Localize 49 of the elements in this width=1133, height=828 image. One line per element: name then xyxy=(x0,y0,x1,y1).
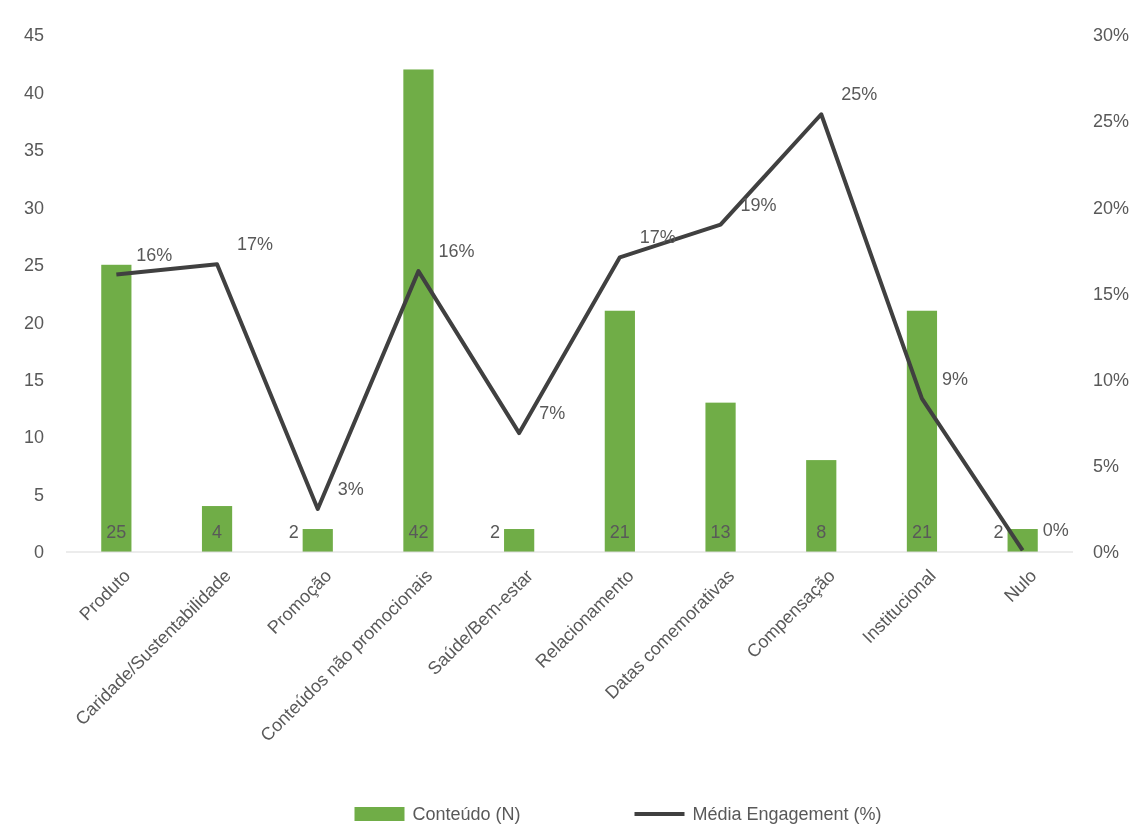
y2-tick-label: 10% xyxy=(1093,369,1130,390)
bar xyxy=(101,264,132,552)
data-label: 19% xyxy=(740,194,777,215)
bar xyxy=(403,69,434,552)
y2-tick-label: 20% xyxy=(1093,197,1130,218)
y2-tick-label: 30% xyxy=(1093,25,1130,46)
y-tick-label: 20 xyxy=(23,312,44,333)
data-label: 9% xyxy=(941,368,968,389)
data-label: 3% xyxy=(337,478,364,499)
y-tick-label: 0 xyxy=(33,542,44,563)
data-label: 42 xyxy=(408,522,429,542)
bar xyxy=(806,460,837,552)
bar xyxy=(906,310,938,552)
data-label: 16% xyxy=(136,244,173,265)
data-label: 17% xyxy=(237,234,274,255)
bar xyxy=(705,402,736,552)
data-label: 2 xyxy=(490,522,501,542)
x-tick-label: Nulo xyxy=(1000,565,1041,606)
data-label: 7% xyxy=(539,403,566,424)
data-label: 2 xyxy=(993,522,1004,542)
legend-label: Conteúdo (N) xyxy=(412,804,521,825)
data-label: 25 xyxy=(106,522,127,542)
legend-label: Média Engagement (%) xyxy=(692,804,882,825)
y-tick-label: 40 xyxy=(23,82,44,103)
data-label: 25% xyxy=(841,84,878,105)
data-label: 16% xyxy=(438,241,475,262)
y-tick-label: 10 xyxy=(23,427,44,448)
data-label: 2 xyxy=(288,522,299,542)
bar xyxy=(302,529,333,552)
y2-tick-label: 15% xyxy=(1093,283,1130,304)
y2-tick-label: 0% xyxy=(1093,542,1120,563)
bar xyxy=(504,529,535,552)
data-label: 4 xyxy=(212,522,223,542)
bar xyxy=(604,310,635,552)
data-label: 0% xyxy=(1042,520,1069,541)
y-tick-label: 25 xyxy=(23,255,44,276)
data-label: 21 xyxy=(911,522,932,542)
y2-tick-label: 5% xyxy=(1093,456,1120,477)
y-tick-label: 5 xyxy=(33,484,44,505)
bar xyxy=(201,506,233,552)
y-tick-label: 30 xyxy=(23,197,44,218)
data-label: 8 xyxy=(816,522,827,542)
data-label: 13 xyxy=(710,522,731,542)
data-label: 17% xyxy=(639,227,676,248)
y-tick-label: 45 xyxy=(23,25,44,46)
y2-tick-label: 25% xyxy=(1093,111,1130,132)
y-tick-label: 35 xyxy=(23,140,44,161)
y-tick-label: 15 xyxy=(23,369,44,390)
data-label: 21 xyxy=(609,522,630,542)
